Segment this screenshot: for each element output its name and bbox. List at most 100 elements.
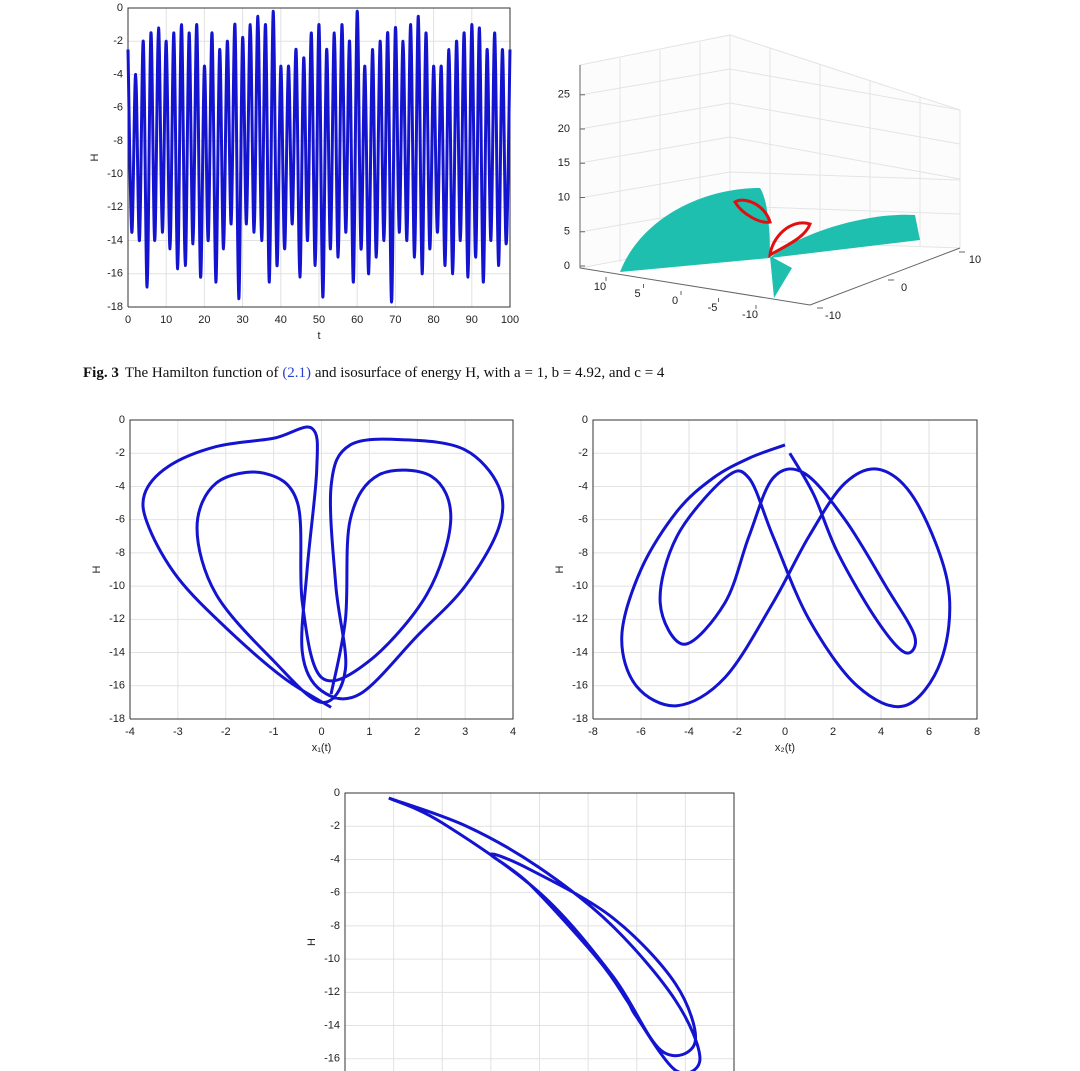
y-tick-label: -10 — [109, 580, 125, 592]
x-tick-label: -8 — [588, 726, 598, 738]
x-tick-label: 2 — [414, 726, 420, 738]
caption-label: Fig. 3 — [83, 365, 119, 381]
data-line — [126, 9, 512, 304]
y-tick-label: -10 — [107, 168, 123, 180]
x-tick-label: 6 — [926, 726, 932, 738]
y-tick-label: -16 — [324, 1053, 340, 1065]
x-tick-label: 4 — [878, 726, 884, 738]
x-tick-label: 0 — [672, 295, 678, 307]
y-tick-label: -2 — [330, 820, 340, 832]
x-tick-label: 0 — [125, 314, 131, 326]
y-tick-label: -16 — [572, 680, 588, 692]
y-tick-label: -10 — [572, 580, 588, 592]
y-tick-label: 10 — [969, 254, 981, 266]
y-axis-label: H — [91, 565, 103, 573]
x-axis-label: t — [317, 330, 320, 342]
caption-ref[interactable]: (2.1) — [282, 365, 312, 381]
x-tick-label: 5 — [634, 288, 640, 300]
data-line — [620, 443, 952, 709]
isosurface — [620, 188, 920, 298]
x-tick-label: 4 — [510, 726, 516, 738]
y-tick-label: -4 — [578, 480, 588, 492]
x-tick-label: -1 — [269, 726, 279, 738]
y-tick-label: -2 — [578, 447, 588, 459]
y-tick-label: -12 — [109, 613, 125, 625]
z-tick-label: 15 — [558, 157, 570, 169]
axes-frame — [129, 419, 514, 720]
data-line — [388, 796, 702, 1071]
surface-panel — [579, 34, 961, 269]
x-tick-label: 1 — [366, 726, 372, 738]
y-tick-label: -4 — [113, 68, 123, 80]
axes-frame — [592, 419, 978, 720]
y-tick-label: 0 — [901, 282, 907, 294]
x-tick-label: -10 — [742, 309, 758, 321]
y-tick-label: -6 — [113, 102, 123, 114]
y-tick-label: -12 — [107, 201, 123, 213]
x-axis-label: x₂(t) — [775, 742, 795, 754]
y-tick-label: -2 — [113, 35, 123, 47]
y-tick-label: -6 — [578, 514, 588, 526]
x-tick-label: -5 — [708, 302, 718, 314]
x-tick-label: -4 — [125, 726, 135, 738]
z-tick-label: 5 — [564, 226, 570, 238]
y-tick-label: -8 — [330, 920, 340, 932]
x-tick-label: 0 — [318, 726, 324, 738]
surface-axes — [579, 65, 961, 306]
y-tick-label: -18 — [109, 713, 125, 725]
y-tick-label: -14 — [107, 234, 123, 246]
caption: Fig. 3 The Hamilton function of (2.1) and… — [83, 365, 664, 382]
x-tick-label: 60 — [351, 314, 363, 326]
y-tick-label: -16 — [109, 680, 125, 692]
y-tick-label: -10 — [324, 953, 340, 965]
z-tick-label: 10 — [558, 191, 570, 203]
x-tick-label: 20 — [198, 314, 210, 326]
y-tick-label: -6 — [115, 514, 125, 526]
y-tick-label: 0 — [582, 414, 588, 426]
y-tick-label: -10 — [825, 310, 841, 322]
x-tick-label: 2 — [830, 726, 836, 738]
x-tick-label: 90 — [466, 314, 478, 326]
y-tick-label: -14 — [572, 646, 588, 658]
y-tick-label: -8 — [113, 135, 123, 147]
y-tick-label: 0 — [334, 787, 340, 799]
y-tick-label: 0 — [119, 414, 125, 426]
x-tick-label: -6 — [636, 726, 646, 738]
x-tick-label: 0 — [782, 726, 788, 738]
x-tick-label: 80 — [427, 314, 439, 326]
x-tick-label: 40 — [275, 314, 287, 326]
caption-text: and isosurface of energy H, with a = 1, … — [311, 365, 665, 381]
x-tick-label: -4 — [684, 726, 694, 738]
x-tick-label: -3 — [173, 726, 183, 738]
x-tick-label: 50 — [313, 314, 325, 326]
z-tick-label: 20 — [558, 123, 570, 135]
y-tick-label: -18 — [572, 713, 588, 725]
data-line — [141, 425, 505, 709]
x-tick-label: 10 — [594, 281, 606, 293]
y-tick-label: -6 — [330, 887, 340, 899]
y-tick-label: -16 — [107, 268, 123, 280]
z-tick-label: 0 — [564, 260, 570, 272]
y-axis-label: H — [306, 938, 318, 946]
z-tick-label: 25 — [558, 89, 570, 101]
y-tick-label: -12 — [324, 986, 340, 998]
y-axis-label: H — [89, 153, 101, 161]
x-tick-label: 100 — [501, 314, 519, 326]
axes-frame — [344, 792, 735, 1071]
x-tick-label: 30 — [236, 314, 248, 326]
y-tick-label: -8 — [115, 547, 125, 559]
y-tick-label: -8 — [578, 547, 588, 559]
y-tick-label: -2 — [115, 447, 125, 459]
y-tick-label: 0 — [117, 2, 123, 14]
x-tick-label: -2 — [221, 726, 231, 738]
x-tick-label: 10 — [160, 314, 172, 326]
y-tick-label: -12 — [572, 613, 588, 625]
x-tick-label: 3 — [462, 726, 468, 738]
caption-text: The Hamilton function of — [124, 365, 283, 381]
y-tick-label: -14 — [324, 1019, 340, 1031]
x-tick-label: 8 — [974, 726, 980, 738]
y-tick-label: -18 — [107, 301, 123, 313]
x-tick-label: -2 — [732, 726, 742, 738]
y-tick-label: -4 — [330, 853, 340, 865]
